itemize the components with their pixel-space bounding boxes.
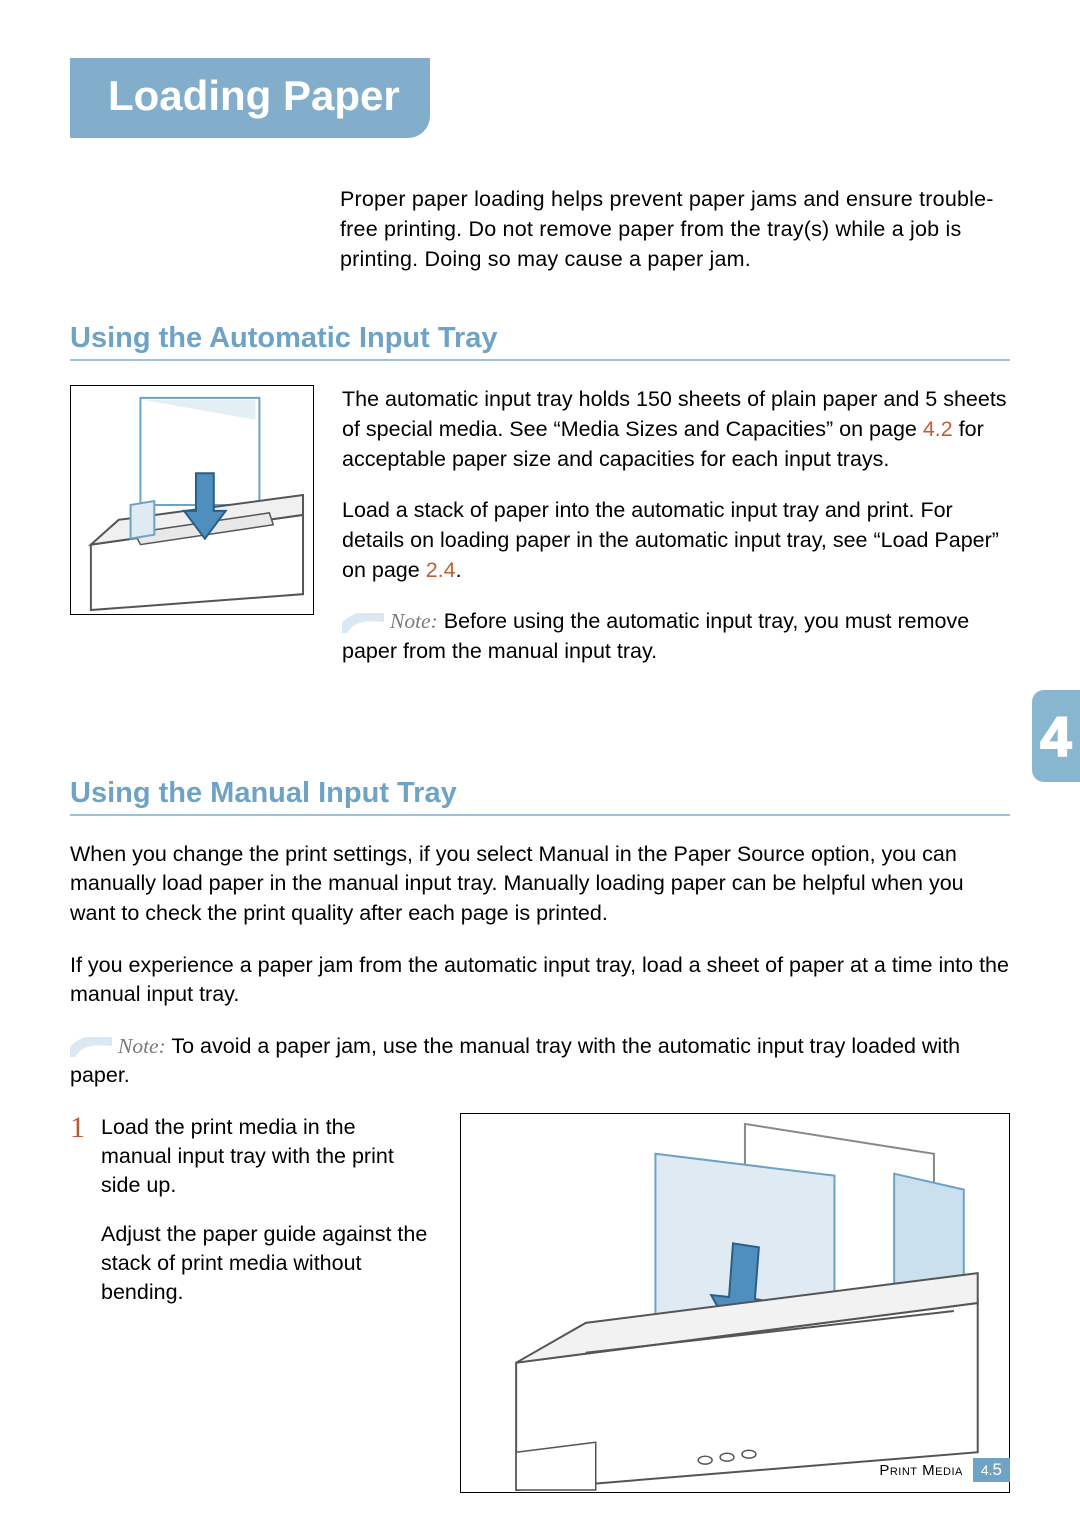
page-ref-2-4: 2.4 <box>426 558 456 582</box>
page-footer: Print Media 4.5 <box>879 1458 1010 1482</box>
section2-p2: If you experience a paper jam from the a… <box>70 951 1010 1010</box>
section1-p2: Load a stack of paper into the automatic… <box>342 496 1010 585</box>
footer-section-label: Print Media <box>879 1462 963 1479</box>
section1-row: The automatic input tray holds 150 sheet… <box>70 385 1010 688</box>
note-swoosh-icon <box>70 1037 112 1057</box>
section1-text: The automatic input tray holds 150 sheet… <box>342 385 1010 688</box>
section-heading-automatic-tray: Using the Automatic Input Tray <box>70 322 1010 361</box>
section-heading-manual-tray: Using the Manual Input Tray <box>70 777 1010 816</box>
chapter-badge: 4 <box>1032 690 1080 782</box>
step-number: 1 <box>70 1113 85 1493</box>
section2-p1: When you change the print settings, if y… <box>70 840 1010 929</box>
note-label: Note: <box>118 1034 166 1058</box>
section1-p1: The automatic input tray holds 150 sheet… <box>342 385 1010 474</box>
note-label: Note: <box>390 609 438 633</box>
page-ref-4-2: 4.2 <box>923 417 953 441</box>
illustration-manual-tray <box>460 1113 1010 1493</box>
illustration-automatic-tray <box>70 385 314 615</box>
note-swoosh-icon <box>342 613 384 633</box>
footer-page-number: 4.5 <box>973 1458 1010 1482</box>
step-1-text: Load the print media in the manual input… <box>101 1113 430 1493</box>
intro-paragraph: Proper paper loading helps prevent paper… <box>340 184 1010 274</box>
step-1: 1 Load the print media in the manual inp… <box>70 1113 430 1493</box>
section2-note: Note: To avoid a paper jam, use the manu… <box>70 1032 1010 1091</box>
section2-body: When you change the print settings, if y… <box>70 840 1010 1494</box>
step-1-row: 1 Load the print media in the manual inp… <box>70 1113 1010 1493</box>
page-title: Loading Paper <box>70 58 430 138</box>
section1-note: Note: Before using the automatic input t… <box>342 607 1010 666</box>
